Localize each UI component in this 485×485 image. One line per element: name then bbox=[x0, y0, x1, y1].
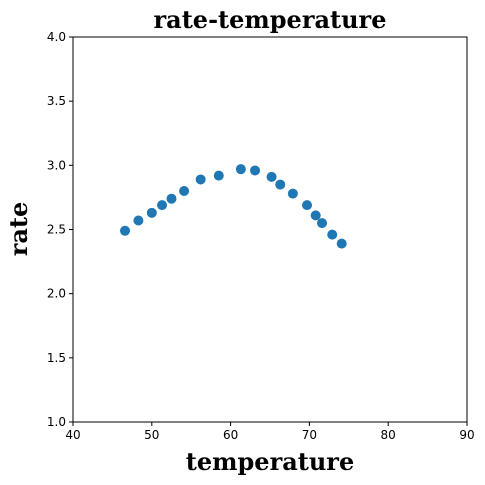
x-tick-label: 70 bbox=[302, 428, 317, 442]
y-tick-label: 3.5 bbox=[47, 94, 66, 108]
y-tick-label: 1.5 bbox=[47, 351, 66, 365]
scatter-point bbox=[250, 165, 261, 176]
scatter-point bbox=[317, 218, 328, 229]
y-tick-label: 3.0 bbox=[47, 158, 66, 172]
scatter-point bbox=[179, 186, 190, 196]
scatter-point bbox=[327, 229, 338, 240]
scatter-point bbox=[133, 215, 144, 226]
plot-area bbox=[72, 36, 468, 423]
x-tick-label: 80 bbox=[381, 428, 396, 442]
scatter-point bbox=[166, 193, 177, 204]
scatter-point bbox=[275, 179, 286, 190]
x-tick-label: 60 bbox=[223, 428, 238, 442]
y-tick-label: 2.5 bbox=[47, 223, 66, 237]
y-tick-label: 4.0 bbox=[47, 30, 66, 44]
scatter-point bbox=[213, 170, 224, 181]
data-points bbox=[120, 164, 347, 249]
scatter-point bbox=[157, 200, 168, 211]
scatter-point bbox=[146, 207, 157, 218]
scatter-point bbox=[310, 210, 321, 221]
scatter-point bbox=[336, 238, 347, 249]
y-tick-label: 1.0 bbox=[47, 415, 66, 429]
x-tick-label: 50 bbox=[144, 428, 159, 442]
y-axis-label: rate bbox=[4, 202, 33, 257]
x-tick-label: 90 bbox=[459, 428, 474, 442]
scatter-point bbox=[120, 225, 131, 236]
scatter-point bbox=[235, 164, 246, 175]
scatter-point bbox=[266, 171, 277, 182]
scatter-point bbox=[195, 174, 206, 185]
scatter-point bbox=[302, 200, 313, 211]
y-tick-label: 2.0 bbox=[47, 287, 66, 301]
x-tick-label: 40 bbox=[65, 428, 80, 442]
axis-ticks: 40 50 60 70 80 90 1.0 1.5 2.0 2.5 3.0 3.5 4.0 bbox=[47, 30, 475, 442]
chart-title: rate-temperature bbox=[154, 5, 387, 34]
scatter-point bbox=[287, 188, 298, 199]
x-axis-label: temperature bbox=[186, 447, 354, 476]
